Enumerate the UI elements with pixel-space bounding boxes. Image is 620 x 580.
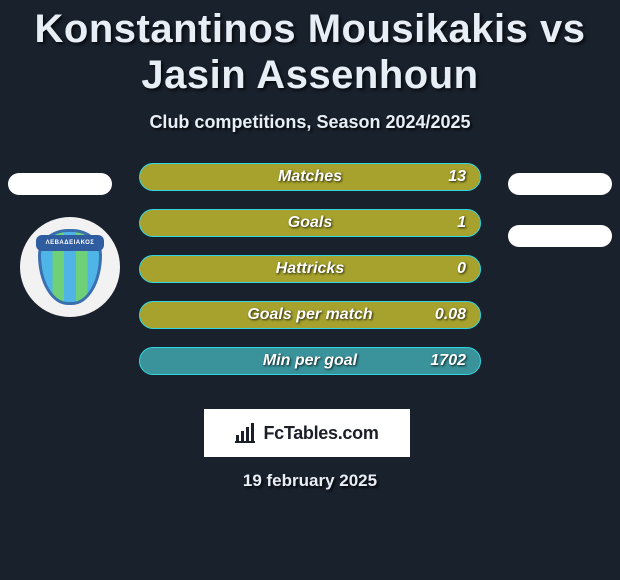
bar-chart-icon (235, 423, 257, 443)
stat-value: 0.08 (435, 302, 466, 328)
date-text: 19 february 2025 (0, 471, 620, 491)
stat-bars: Matches 13 Goals 1 Hattricks 0 Goals per… (139, 163, 481, 393)
page-title: Konstantinos Mousikakis vs Jasin Assenho… (0, 0, 620, 98)
player-left-slot (8, 173, 112, 195)
stat-label: Goals per match (140, 302, 480, 328)
crest-band-text: ΛΕΒΑΔΕΙΑΚΟΣ (36, 235, 104, 251)
stat-label: Goals (140, 210, 480, 236)
player-right-slot (508, 173, 612, 195)
shield-icon: ΛΕΒΑΔΕΙΑΚΟΣ (38, 229, 102, 305)
brand-text: FcTables.com (263, 423, 378, 444)
stat-value: 0 (457, 256, 466, 282)
stat-label: Min per goal (140, 348, 480, 374)
stat-value: 1702 (430, 348, 466, 374)
stat-bar-min-per-goal: Min per goal 1702 (139, 347, 481, 375)
stat-bar-matches: Matches 13 (139, 163, 481, 191)
stat-label: Matches (140, 164, 480, 190)
comparison-stage: ΛΕΒΑΔΕΙΑΚΟΣ Matches 13 Goals 1 Hattricks… (0, 175, 620, 485)
stat-bar-goals-per-match: Goals per match 0.08 (139, 301, 481, 329)
stat-value: 1 (457, 210, 466, 236)
brand-logo: FcTables.com (204, 409, 410, 457)
stat-bar-goals: Goals 1 (139, 209, 481, 237)
club-left-crest: ΛΕΒΑΔΕΙΑΚΟΣ (20, 217, 120, 317)
stat-label: Hattricks (140, 256, 480, 282)
stat-bar-hattricks: Hattricks 0 (139, 255, 481, 283)
club-right-slot (508, 225, 612, 247)
stat-value: 13 (448, 164, 466, 190)
subtitle: Club competitions, Season 2024/2025 (0, 112, 620, 133)
